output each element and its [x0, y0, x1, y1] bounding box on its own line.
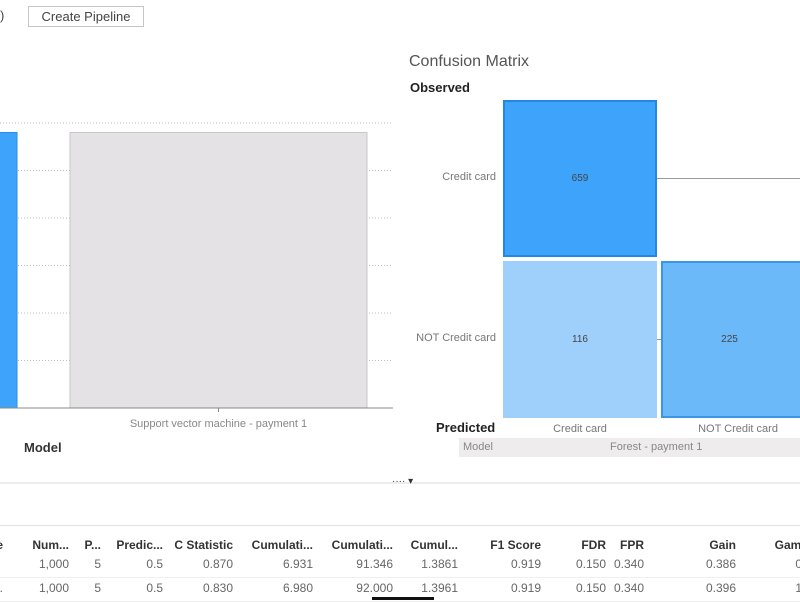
column-header[interactable]: C Statistic	[174, 538, 233, 552]
matrix-cell-not-not[interactable]: 225	[661, 261, 800, 418]
table-cell[interactable]: 0.8	[795, 557, 800, 571]
column-header[interactable]: Cumul...	[410, 538, 458, 552]
table-cell[interactable]: 92.000	[356, 581, 393, 595]
bar[interactable]	[0, 132, 18, 409]
cell-value: 116	[572, 334, 588, 345]
column-header[interactable]: Gamm	[774, 538, 800, 552]
column-header[interactable]: Predic...	[116, 538, 163, 552]
matrix-cell-credit-credit[interactable]: 659	[503, 100, 657, 257]
table-cell[interactable]: 5	[94, 581, 101, 595]
x-axis-title: Model	[24, 440, 62, 455]
table-cell[interactable]: 0.386	[705, 557, 736, 571]
column-header[interactable]: Num...	[32, 538, 69, 552]
model-filter-label: Model	[463, 441, 493, 453]
table-cell[interactable]: 1,000	[38, 557, 69, 571]
table-cell[interactable]: 0.919	[510, 581, 541, 595]
row-label: Credit card	[442, 171, 496, 183]
matrix-cell-not-credit[interactable]: 116	[503, 261, 657, 418]
table-cell[interactable]: 1.0	[795, 581, 800, 595]
table-cell[interactable]: 5	[94, 557, 101, 571]
table-cell[interactable]: 1.3961	[421, 581, 458, 595]
table-cell[interactable]: 1,000	[38, 581, 69, 595]
column-header[interactable]: F1 Score	[490, 538, 541, 552]
table-cell[interactable]: 0.150	[575, 581, 606, 595]
col-label: Credit card	[553, 423, 607, 435]
cell-value: 659	[571, 173, 589, 184]
table-cell[interactable]: 0.5	[146, 581, 163, 595]
column-header[interactable]: e	[0, 538, 3, 552]
table-cell[interactable]: 0.919	[510, 557, 541, 571]
truncated-text: )	[0, 8, 5, 23]
table-cell[interactable]: 0.150	[575, 557, 606, 571]
column-header[interactable]: P...	[84, 538, 101, 552]
table-divider	[0, 525, 800, 526]
splitter-handle[interactable]: ···· ▾	[392, 476, 414, 487]
predicted-axis-label: Predicted	[436, 420, 496, 435]
column-header[interactable]: Cumulati...	[331, 538, 393, 552]
col-label: NOT Credit card	[698, 423, 778, 435]
table-cell[interactable]: 0.396	[705, 581, 736, 595]
horizontal-scrollbar[interactable]	[372, 597, 434, 600]
bar[interactable]	[69, 132, 368, 409]
table-cell[interactable]: 91.346	[356, 557, 393, 571]
x-tick-label: Support vector machine - payment 1	[130, 418, 307, 430]
observed-axis-label: Observed	[410, 80, 470, 95]
table-cell[interactable]: 6.980	[282, 581, 313, 595]
table-cell[interactable]: 0.870	[202, 557, 233, 571]
table-cell[interactable]: 0.340	[613, 557, 644, 571]
column-header[interactable]: FDR	[581, 538, 606, 552]
matrix-gridline	[656, 339, 662, 340]
model-filter-bar[interactable]: Model Forest - payment 1	[459, 438, 800, 457]
matrix-gridline	[656, 178, 800, 179]
column-header[interactable]: FPR	[620, 538, 644, 552]
column-header[interactable]: Cumulati...	[251, 538, 313, 552]
table-cell[interactable]: 6.931	[282, 557, 313, 571]
table-cell[interactable]: ...	[0, 581, 3, 595]
create-pipeline-button[interactable]: Create Pipeline	[28, 6, 144, 27]
table-cell[interactable]: 0.340	[613, 581, 644, 595]
confusion-matrix-title: Confusion Matrix	[409, 53, 530, 70]
row-label: NOT Credit card	[416, 332, 496, 344]
row-divider	[0, 577, 800, 578]
model-bar-chart: Support vector machine - payment 1	[0, 122, 393, 430]
table-cell[interactable]: 0.5	[146, 557, 163, 571]
model-filter-value: Forest - payment 1	[610, 441, 703, 453]
panel-splitter[interactable]	[0, 482, 800, 484]
table-cell[interactable]: 0.830	[202, 581, 233, 595]
cell-value: 225	[721, 334, 738, 345]
column-header[interactable]: Gain	[709, 538, 736, 552]
table-cell[interactable]: 1.3861	[421, 557, 458, 571]
